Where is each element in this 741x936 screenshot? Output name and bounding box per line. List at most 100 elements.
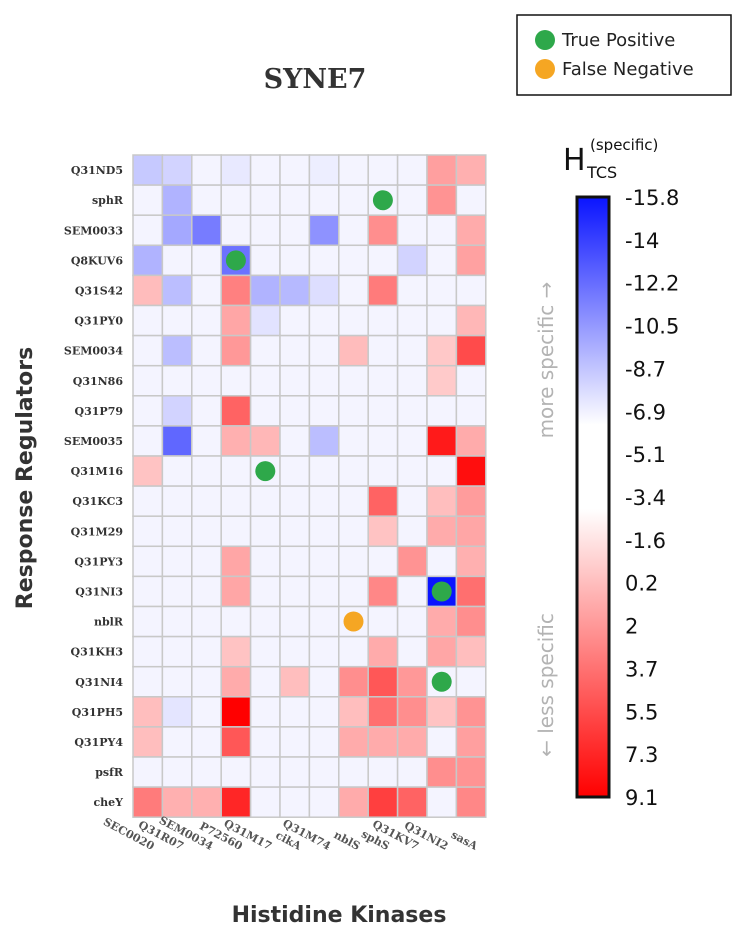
y-tick-q31ni4: Q31NI4 bbox=[75, 676, 123, 689]
cell-q31p79-sasa bbox=[455, 395, 487, 427]
cell-q31py3-sem0034 bbox=[191, 545, 222, 578]
cell-nblr-cika bbox=[279, 605, 311, 638]
colorbar-title-subscript: TCS bbox=[586, 163, 617, 182]
y-tick-q31py4: Q31PY4 bbox=[74, 736, 123, 749]
cell-q31p79-q31r07 bbox=[161, 395, 193, 427]
cell-q31ph5-sphs bbox=[367, 696, 399, 728]
cell-q31ni3-sphs bbox=[367, 575, 399, 608]
y-tick-sem0035: SEM0035 bbox=[64, 435, 123, 448]
cell-q31py4-sec0020 bbox=[132, 726, 164, 758]
cell-psfr-sphs bbox=[367, 756, 399, 788]
cell-sphr-q31m74 bbox=[308, 184, 340, 216]
legend-false-negative-label: False Negative bbox=[562, 59, 694, 80]
cell-q31ni4-sphs bbox=[367, 665, 399, 698]
cell-q31nd5-sphs bbox=[367, 154, 399, 186]
cell-q31ph5-q31kv7 bbox=[396, 696, 428, 728]
cell-sem0035-sec0020 bbox=[132, 425, 164, 457]
cell-q31nd5-sem0034 bbox=[191, 154, 222, 186]
cell-q31py3-q31m74 bbox=[308, 545, 340, 578]
cell-nblr-q31kv7 bbox=[396, 605, 428, 638]
cell-q31p79-q31m74 bbox=[308, 395, 340, 427]
cell-q31ni4-nbls bbox=[338, 665, 369, 698]
cell-q31py3-cika bbox=[279, 545, 311, 578]
cell-q31kc3-q31m74 bbox=[308, 485, 340, 517]
colorbar: H TCS (specific) -15.8-14-12.2-10.5-8.7-… bbox=[534, 136, 679, 810]
cell-q8kuv6-nbls bbox=[338, 244, 369, 277]
colorbar-tick-6: -5.1 bbox=[625, 443, 666, 467]
cell-nblr-q31ni2 bbox=[426, 605, 458, 638]
cell-q31py0-p72560 bbox=[220, 304, 252, 337]
cell-q31s42-cika bbox=[279, 274, 311, 307]
cell-q31m16-sem0034 bbox=[191, 455, 222, 487]
cell-q31ni3-q31m17 bbox=[249, 575, 281, 608]
cell-sem0035-q31ni2 bbox=[426, 425, 458, 457]
cell-q31nd5-q31kv7 bbox=[396, 154, 428, 186]
cell-q31p79-q31m17 bbox=[249, 395, 281, 427]
cell-nblr-sasa bbox=[455, 605, 487, 638]
cell-sphr-p72560 bbox=[220, 184, 252, 216]
legend-false-negative-marker bbox=[535, 59, 555, 79]
cell-sphr-q31r07 bbox=[161, 184, 193, 216]
colorbar-title: H bbox=[563, 143, 586, 178]
cell-sem0035-sasa bbox=[455, 425, 487, 457]
cell-q31m29-q31kv7 bbox=[396, 515, 428, 548]
cell-q31py3-q31ni2 bbox=[426, 545, 458, 578]
cell-q31m29-q31r07 bbox=[161, 515, 193, 548]
cell-nblr-q31m74 bbox=[308, 605, 340, 638]
y-tick-nblr: nblR bbox=[94, 616, 124, 629]
x-tick-sasa: sasA bbox=[449, 828, 480, 853]
cell-q31kh3-q31m17 bbox=[249, 635, 281, 668]
y-tick-q31n86: Q31N86 bbox=[73, 375, 124, 388]
y-tick-q31py0: Q31PY0 bbox=[74, 315, 123, 328]
y-tick-q31nd5: Q31ND5 bbox=[71, 164, 123, 177]
marker-true-positive-q8kuv6-p72560 bbox=[225, 250, 246, 271]
cell-q31m29-sphs bbox=[367, 515, 399, 548]
cell-q31s42-sphs bbox=[367, 274, 399, 307]
cell-q31p79-cika bbox=[279, 395, 311, 427]
cell-q31py4-q31m17 bbox=[249, 726, 281, 758]
cell-sem0034-cika bbox=[279, 334, 311, 367]
cell-q31nd5-sec0020 bbox=[132, 154, 164, 186]
cell-q31kc3-q31m17 bbox=[249, 485, 281, 517]
cell-q31ph5-sec0020 bbox=[132, 696, 164, 728]
cell-sem0034-q31kv7 bbox=[396, 334, 428, 367]
cell-sem0033-q31r07 bbox=[161, 214, 193, 247]
cell-sem0033-nbls bbox=[338, 214, 369, 247]
legend-box bbox=[516, 14, 732, 96]
legend-true-positive-label: True Positive bbox=[561, 30, 675, 51]
colorbar-tick-12: 5.5 bbox=[625, 700, 658, 724]
cell-q31p79-sphs bbox=[367, 395, 399, 427]
cell-chey-sphs bbox=[367, 786, 399, 818]
colorbar-tick-11: 3.7 bbox=[625, 657, 658, 681]
cell-chey-p72560 bbox=[220, 786, 252, 818]
cell-q31m29-q31m74 bbox=[308, 515, 340, 548]
y-tick-q31s42: Q31S42 bbox=[75, 284, 123, 297]
y-tick-q31ni3: Q31NI3 bbox=[75, 586, 123, 599]
cell-psfr-cika bbox=[279, 756, 311, 788]
colorbar-gradient bbox=[575, 195, 611, 799]
marker-true-positive-q31ni3-q31ni2 bbox=[431, 581, 452, 602]
colorbar-tick-10: 2 bbox=[625, 615, 638, 639]
cell-q31n86-cika bbox=[279, 364, 311, 397]
cell-q31ni4-cika bbox=[279, 665, 311, 698]
cell-q8kuv6-sphs bbox=[367, 244, 399, 277]
y-tick-sem0034: SEM0034 bbox=[64, 345, 123, 358]
cell-q31py0-q31kv7 bbox=[396, 304, 428, 337]
cell-sem0034-sec0020 bbox=[132, 334, 164, 367]
cell-q8kuv6-cika bbox=[279, 244, 311, 277]
cell-q8kuv6-q31m17 bbox=[249, 244, 281, 277]
cell-sphr-q31kv7 bbox=[396, 184, 428, 216]
colorbar-ticks: -15.8 -14 -12.2 -10.5 -8.7 -6.9 -5.1 -3.4 -1.6 0.… bbox=[625, 186, 679, 810]
cell-chey-q31kv7 bbox=[396, 786, 428, 818]
cell-q31m29-sec0020 bbox=[132, 515, 164, 548]
cell-q31py3-sec0020 bbox=[132, 545, 164, 578]
cell-q31ni4-p72560 bbox=[220, 665, 252, 698]
colorbar-tick-2: -12.2 bbox=[625, 272, 679, 296]
cell-q31py0-q31m74 bbox=[308, 304, 340, 337]
cell-q31kh3-cika bbox=[279, 635, 311, 668]
cell-q31kc3-q31r07 bbox=[161, 485, 193, 517]
cell-sem0033-sec0020 bbox=[132, 214, 164, 247]
cell-psfr-sasa bbox=[455, 756, 487, 788]
cell-q31kc3-nbls bbox=[338, 485, 369, 517]
cell-sem0035-p72560 bbox=[220, 425, 252, 457]
